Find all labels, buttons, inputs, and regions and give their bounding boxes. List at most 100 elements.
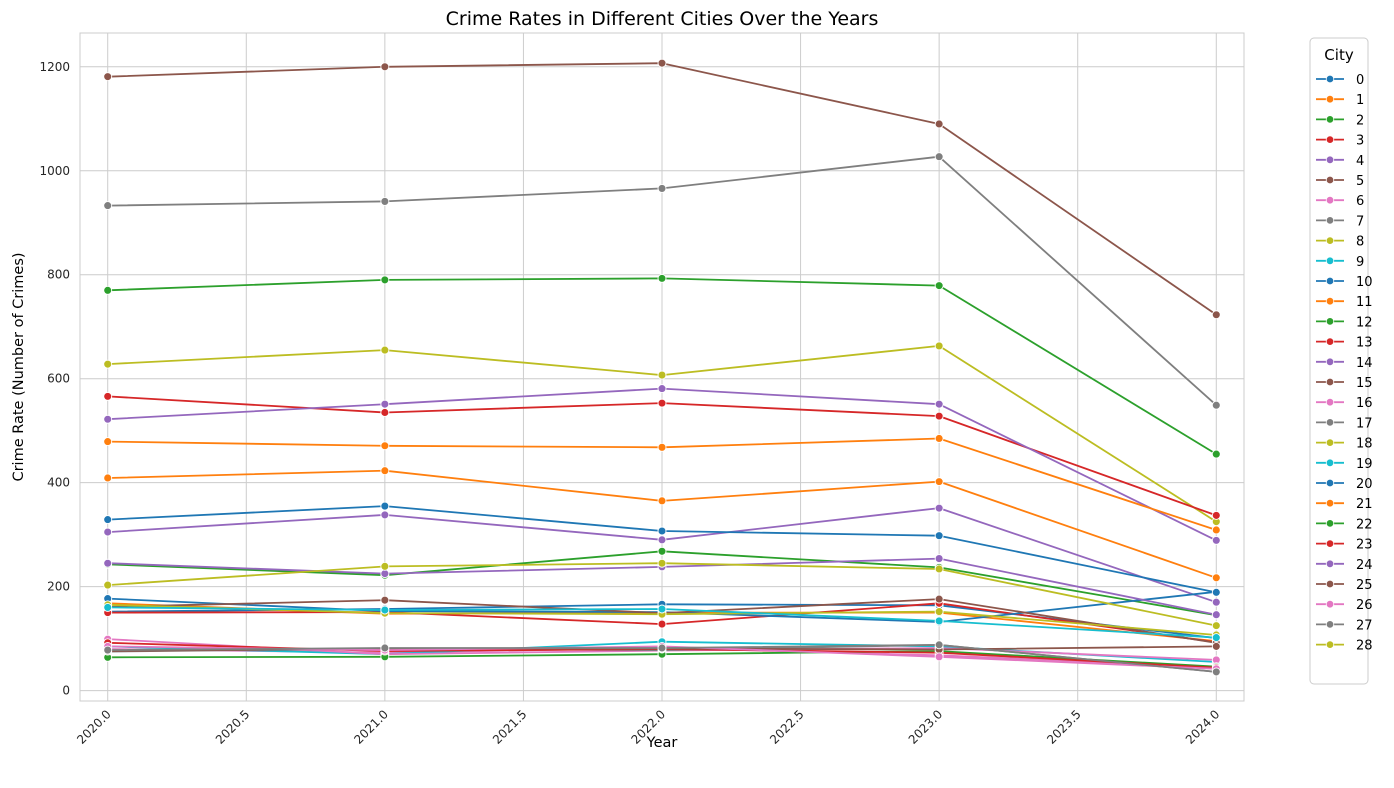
legend-item: 2 (1316, 113, 1364, 128)
legend-label: 16 (1356, 396, 1373, 411)
legend-item: 28 (1316, 639, 1373, 654)
legend-label: 24 (1356, 558, 1373, 573)
legend-swatch-marker (1325, 276, 1335, 286)
legend-swatch-marker (1325, 539, 1335, 548)
legend-item: 27 (1316, 618, 1373, 633)
y-tick-label: 800 (47, 268, 70, 282)
data-point (103, 558, 113, 568)
data-point (103, 414, 113, 424)
data-point (380, 345, 390, 355)
legend-item: 3 (1316, 134, 1364, 149)
x-tick-label: 2023.5 (1044, 707, 1084, 747)
legend-item: 11 (1316, 295, 1373, 310)
legend-swatch-marker (1325, 579, 1335, 589)
legend-label: 7 (1356, 214, 1364, 229)
legend-label: 20 (1356, 477, 1373, 492)
legend-item: 16 (1316, 396, 1373, 411)
data-point (934, 564, 944, 574)
legend-label: 10 (1356, 275, 1373, 290)
legend-item: 10 (1316, 275, 1373, 290)
data-point (1211, 667, 1221, 677)
data-point (657, 643, 667, 653)
data-point (380, 399, 390, 409)
data-point (934, 399, 944, 409)
legend-swatch-marker (1325, 559, 1335, 568)
data-point (934, 152, 944, 162)
series-14 (103, 384, 1221, 545)
legend-item: 12 (1316, 315, 1373, 330)
data-point (380, 569, 390, 579)
legend-swatch-marker (1325, 357, 1335, 366)
data-point (103, 473, 113, 483)
legend-item: 26 (1316, 598, 1373, 613)
data-point (103, 527, 113, 537)
legend-swatch-marker (1325, 377, 1335, 387)
legend-label: 3 (1356, 134, 1364, 149)
legend-item: 6 (1316, 194, 1364, 209)
x-tick-label: 2023.0 (906, 707, 946, 747)
data-point (103, 602, 113, 612)
data-point (103, 201, 113, 211)
legend-swatch-marker (1325, 155, 1335, 164)
legend-label: 15 (1356, 376, 1373, 391)
data-point (380, 408, 390, 417)
series-28 (103, 558, 1221, 631)
legend-swatch-marker (1325, 297, 1335, 306)
data-point (657, 535, 667, 545)
data-point (657, 619, 667, 629)
legend-item: 7 (1316, 214, 1364, 229)
legend-item: 23 (1316, 538, 1373, 553)
x-tick-label: 2024.0 (1183, 707, 1223, 747)
data-point (380, 561, 390, 571)
data-point (934, 554, 944, 564)
data-point (934, 503, 944, 513)
data-point (380, 466, 390, 476)
data-point (1211, 597, 1221, 607)
legend: City 01234567891011121314151617181920212… (1309, 37, 1373, 685)
data-point (103, 580, 113, 590)
series-12 (103, 273, 1221, 459)
data-point (934, 341, 944, 351)
plot-frame (79, 32, 1245, 702)
data-point (1211, 310, 1221, 320)
legend-item: 1 (1316, 93, 1364, 108)
data-point (657, 183, 667, 193)
legend-label: 6 (1356, 194, 1364, 209)
legend-swatch-marker (1325, 519, 1335, 528)
legend-label: 5 (1356, 174, 1364, 189)
data-point (934, 607, 944, 617)
data-point (657, 558, 667, 568)
data-point (1211, 610, 1221, 620)
legend-item: 19 (1316, 457, 1373, 472)
legend-label: 0 (1356, 73, 1364, 88)
data-point (103, 645, 113, 655)
legend-item: 18 (1316, 437, 1373, 452)
legend-swatch-marker (1325, 195, 1335, 205)
data-point (934, 434, 944, 443)
y-tick-label: 0 (62, 684, 70, 698)
legend-label: 18 (1356, 437, 1373, 452)
data-point (934, 477, 944, 487)
data-point (380, 441, 390, 451)
legend-swatch-marker (1325, 620, 1335, 629)
data-point (380, 62, 390, 72)
legend-label: 9 (1356, 255, 1364, 270)
data-point (934, 119, 944, 129)
legend-label: 26 (1356, 598, 1373, 613)
data-point (934, 411, 944, 421)
legend-title: City (1324, 46, 1354, 64)
data-point (934, 281, 944, 291)
data-point (103, 391, 113, 401)
x-axis-title: Year (646, 735, 678, 751)
x-tick-label: 2021.0 (351, 707, 391, 747)
series-5 (103, 58, 1221, 320)
data-point (380, 510, 390, 520)
legend-label: 1 (1356, 93, 1364, 108)
legend-label: 2 (1356, 113, 1364, 128)
series-19 (103, 602, 1221, 643)
legend-item: 15 (1316, 376, 1373, 391)
legend-swatch-marker (1325, 115, 1335, 124)
data-point (1211, 510, 1221, 520)
legend-item: 14 (1316, 356, 1373, 371)
legend-label: 13 (1356, 336, 1373, 351)
